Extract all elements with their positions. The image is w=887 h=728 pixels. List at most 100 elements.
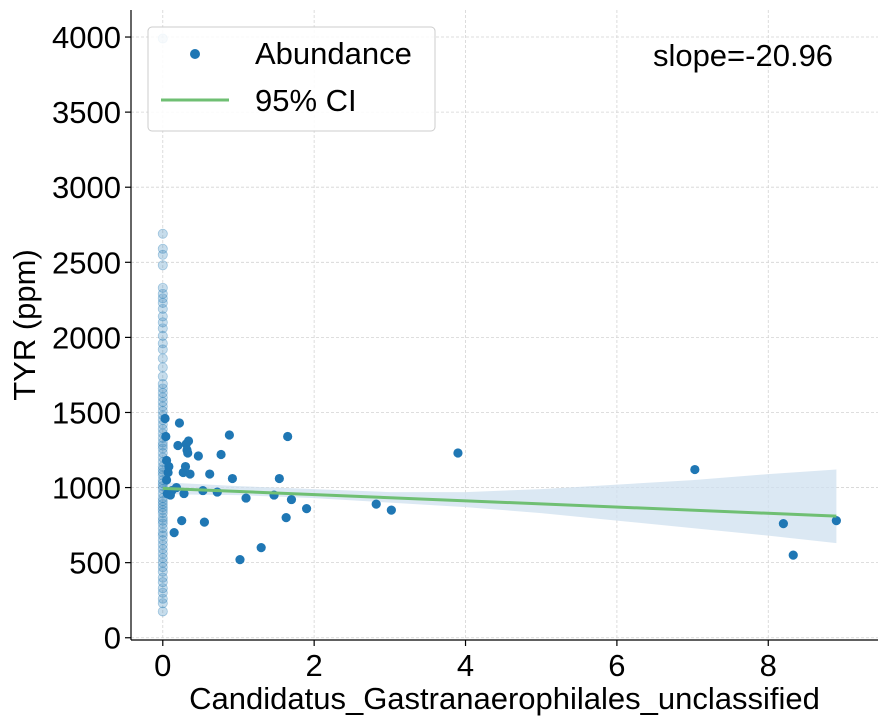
data-point: [183, 436, 194, 446]
data-point-x0: [157, 330, 168, 341]
x-tick-label: 0: [154, 648, 171, 683]
x-tick-label: 4: [457, 648, 474, 683]
legend-box: [147, 26, 436, 132]
data-point-x0: [157, 544, 168, 555]
data-point-x0: [157, 548, 168, 559]
x-tick-label: 6: [608, 648, 625, 683]
data-point-x0: [157, 502, 168, 513]
data-point-x0: [157, 527, 168, 538]
data-point: [256, 543, 266, 553]
data-point: [386, 505, 396, 515]
data-point: [690, 464, 700, 475]
y-tick-label: 1000: [52, 471, 121, 506]
data-point: [169, 528, 179, 538]
data-point: [227, 473, 238, 484]
data-point-x0: [157, 362, 168, 373]
data-point: [235, 555, 245, 565]
data-point-x0: [157, 396, 168, 407]
data-point: [160, 413, 170, 424]
data-point: [161, 475, 172, 485]
data-point-x0: [157, 440, 168, 451]
data-point-x0: [157, 499, 168, 510]
data-point-x0: [157, 303, 168, 314]
data-point-x0: [157, 566, 168, 577]
axis-ticks: 0 2 4 6 8 0 500 1000 1500 2000 2500 3000 3500 4000: [52, 20, 777, 683]
data-point-x0: [157, 401, 168, 412]
y-tick-label: 0: [104, 621, 121, 656]
legend-ci-label: 95% CI: [255, 83, 357, 118]
data-point: [778, 519, 788, 529]
data-point: [180, 461, 191, 472]
data-point-x0: [157, 518, 168, 529]
data-point: [179, 488, 189, 499]
confidence-band: [162, 469, 837, 544]
data-point: [177, 516, 187, 526]
data-point-x0: [157, 387, 168, 398]
data-point-x0: [157, 228, 168, 239]
data-point: [185, 469, 195, 479]
data-point-x0: [157, 572, 168, 583]
data-point-x0: [157, 515, 168, 526]
data-point: [199, 517, 210, 527]
data-point-x0: [157, 353, 168, 364]
y-tick-label: 2000: [52, 320, 121, 355]
data-point-x0: [157, 598, 168, 609]
data-point: [283, 431, 293, 442]
data-point: [174, 418, 185, 428]
data-point-x0: [157, 443, 168, 454]
regression-line: [162, 486, 837, 518]
data-point-x0: [157, 577, 168, 588]
y-tick-label: 3000: [52, 170, 121, 205]
data-point-x0: [157, 557, 168, 568]
data-point-x0: [157, 583, 168, 594]
data-point: [193, 451, 203, 461]
data-point-x0: [157, 282, 168, 293]
data-points: [157, 33, 841, 617]
data-point-x0: [157, 383, 168, 394]
data-point-x0: [157, 317, 168, 328]
data-point: [788, 550, 798, 560]
data-point-x0: [157, 508, 168, 519]
data-point-x0: [157, 371, 168, 382]
y-tick-label: 2500: [52, 245, 121, 280]
x-tick-label: 2: [306, 648, 323, 683]
legend: Abundance 95% CI: [147, 26, 436, 132]
data-point-x0: [157, 512, 168, 523]
y-tick-label: 1500: [52, 395, 121, 430]
data-point: [173, 440, 183, 451]
axes: [130, 10, 878, 641]
data-point: [216, 449, 226, 460]
data-point: [371, 499, 381, 509]
data-point-x0: [157, 323, 168, 334]
data-point-x0: [157, 448, 168, 459]
data-point-x0: [157, 344, 168, 355]
data-point: [183, 448, 193, 458]
data-point-x0: [157, 243, 168, 254]
data-point: [286, 494, 297, 505]
data-point-x0: [157, 338, 168, 349]
slope-annotation: slope=-20.96: [653, 38, 833, 73]
y-tick-label: 3500: [52, 95, 121, 130]
data-point-x0: [157, 593, 168, 604]
data-point-x0: [157, 587, 168, 598]
legend-abundance-label: Abundance: [255, 36, 412, 71]
data-point-x0: [157, 496, 168, 507]
data-point: [205, 469, 215, 479]
data-point-x0: [157, 606, 168, 617]
legend-abundance-marker: [190, 49, 200, 59]
x-axis-label: Candidatus_Gastranaerophilales_unclassif…: [189, 681, 820, 716]
data-point-x0: [157, 392, 168, 403]
data-point-x0: [157, 293, 168, 304]
data-point-x0: [157, 288, 168, 299]
data-point: [241, 493, 251, 503]
data-point: [224, 430, 234, 440]
data-point-x0: [157, 311, 168, 322]
data-point: [164, 461, 174, 472]
data-point-x0: [157, 539, 168, 550]
y-tick-label: 4000: [52, 20, 121, 55]
data-point: [453, 448, 463, 458]
data-point-x0: [157, 553, 168, 564]
data-point: [301, 503, 312, 514]
y-axis-label: TYR (ppm): [7, 249, 42, 401]
